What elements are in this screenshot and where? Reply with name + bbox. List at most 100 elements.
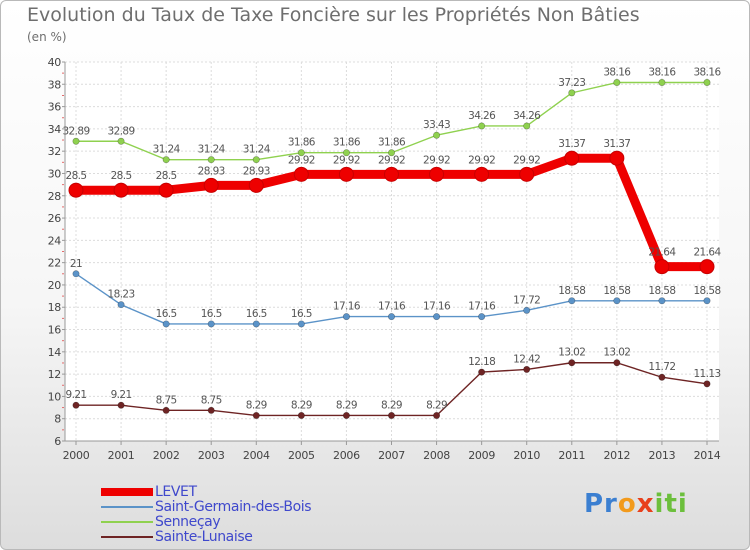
- data-point: [609, 150, 625, 166]
- legend-swatch: [101, 488, 153, 496]
- chart-title: Evolution du Taux de Taxe Foncière sur l…: [27, 4, 640, 26]
- data-point: [342, 411, 350, 419]
- data-label: 29.92: [513, 154, 540, 166]
- data-point: [117, 137, 125, 145]
- x-tick-label: 2002: [153, 449, 180, 462]
- data-point: [613, 79, 621, 87]
- data-point: [252, 156, 260, 164]
- data-label: 13.02: [603, 347, 630, 359]
- data-label: 8.29: [381, 399, 402, 411]
- data-label: 21: [70, 258, 82, 270]
- data-label: 18.23: [108, 289, 135, 301]
- data-label: 8.29: [291, 399, 312, 411]
- data-label: 21.64: [648, 247, 676, 259]
- data-point: [248, 177, 264, 193]
- y-tick-label: 26: [48, 212, 62, 225]
- data-point: [162, 406, 170, 414]
- y-tick-label: 40: [48, 56, 62, 69]
- data-point: [703, 297, 711, 305]
- data-point: [703, 79, 711, 87]
- data-label: 18.58: [558, 285, 585, 297]
- y-tick-label: 20: [48, 279, 62, 292]
- data-point: [478, 368, 486, 376]
- data-point: [72, 401, 80, 409]
- data-label: 29.92: [333, 154, 360, 166]
- series-layer: [68, 79, 715, 419]
- x-tick-label: 2001: [108, 449, 135, 462]
- data-point: [342, 149, 350, 157]
- x-tick-label: 2006: [333, 449, 360, 462]
- x-tick-label: 2012: [603, 449, 630, 462]
- data-label: 8.75: [201, 394, 222, 406]
- x-tick-label: 2003: [198, 449, 225, 462]
- data-label: 8.29: [246, 399, 267, 411]
- y-tick-label: 34: [48, 123, 62, 136]
- x-tick-label: 2014: [694, 449, 721, 462]
- y-tick-label: 30: [48, 167, 62, 180]
- data-label: 34.26: [468, 110, 496, 122]
- y-tick-label: 14: [48, 346, 62, 359]
- data-label: 32.89: [108, 125, 135, 137]
- data-point: [384, 166, 399, 182]
- data-label: 18.58: [693, 285, 720, 297]
- data-point: [162, 320, 170, 328]
- data-label: 16.5: [156, 308, 177, 320]
- data-label: 31.86: [378, 137, 406, 149]
- data-label: 8.29: [336, 399, 357, 411]
- x-tick-label: 2008: [423, 449, 450, 462]
- data-label: 11.13: [693, 368, 720, 380]
- y-tick-label: 24: [48, 234, 62, 247]
- data-label: 17.72: [513, 294, 540, 306]
- proxiti-logo: Proxiti: [584, 489, 688, 519]
- legend-label: Saint-Germain-des-Bois: [155, 499, 312, 515]
- x-tick-label: 2005: [288, 449, 315, 462]
- y-tick-label: 8: [54, 413, 61, 426]
- data-point: [252, 320, 260, 328]
- x-tick-label: 2010: [513, 449, 540, 462]
- data-point: [72, 137, 80, 145]
- data-point: [113, 182, 129, 198]
- data-point: [433, 313, 441, 321]
- data-label: 16.5: [291, 308, 312, 320]
- data-label: 9.21: [111, 389, 132, 401]
- data-point: [297, 411, 305, 419]
- data-point: [568, 89, 576, 97]
- data-point: [433, 411, 441, 419]
- data-point: [613, 297, 621, 305]
- data-point: [207, 156, 215, 164]
- data-label: 38.16: [603, 67, 631, 79]
- data-point: [293, 166, 309, 182]
- data-point: [658, 297, 666, 305]
- data-point: [207, 320, 215, 328]
- data-label: 29.92: [288, 154, 315, 166]
- x-tick-label: 2009: [468, 449, 495, 462]
- y-tick-label: 22: [48, 257, 61, 270]
- data-point: [519, 166, 535, 182]
- data-point: [429, 166, 445, 182]
- data-point: [72, 270, 80, 278]
- data-label: 31.24: [198, 144, 226, 156]
- data-label: 28.93: [198, 165, 225, 177]
- x-tick-label: 2007: [378, 449, 405, 462]
- data-point: [297, 320, 305, 328]
- data-label: 18.58: [603, 285, 630, 297]
- y-tick-label: 12: [48, 368, 61, 381]
- y-tick-label: 36: [48, 101, 62, 114]
- data-label: 37.23: [558, 77, 585, 89]
- data-point: [207, 406, 215, 414]
- data-label: 31.24: [153, 144, 181, 156]
- data-point: [523, 365, 531, 373]
- data-label: 28.5: [66, 170, 87, 182]
- data-label: 28.93: [243, 165, 270, 177]
- data-label: 38.16: [693, 67, 721, 79]
- data-label: 16.5: [246, 308, 267, 320]
- data-label: 17.16: [333, 301, 361, 313]
- data-point: [252, 411, 260, 419]
- x-tick-label: 2004: [243, 449, 270, 462]
- data-point: [564, 150, 580, 166]
- data-point: [117, 301, 125, 309]
- data-label: 31.37: [603, 138, 630, 150]
- data-label: 33.43: [423, 119, 450, 131]
